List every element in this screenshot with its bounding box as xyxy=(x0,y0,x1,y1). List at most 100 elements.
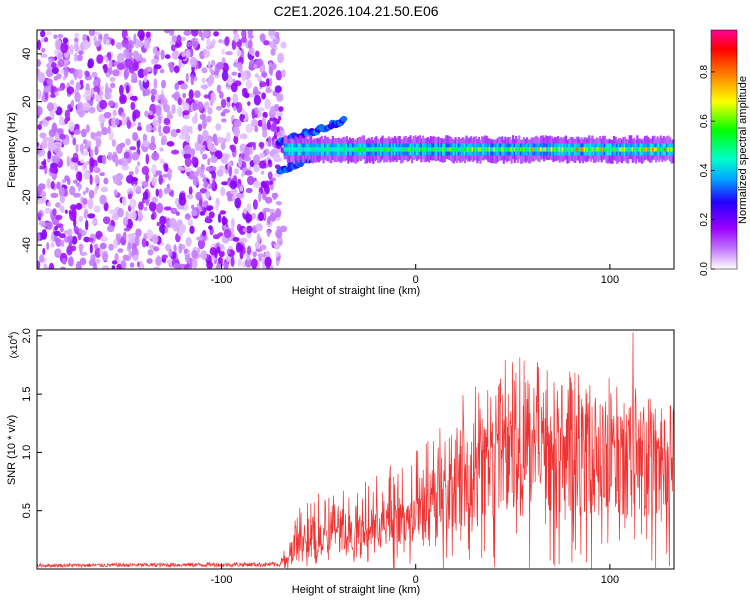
heatmap-cell xyxy=(78,50,84,56)
heatmap-cell xyxy=(440,147,443,152)
heatmap-cell xyxy=(125,58,133,70)
heatmap-cell xyxy=(470,147,473,152)
heatmap-cell xyxy=(246,203,252,213)
heatmap-cell xyxy=(665,147,668,152)
heatmap-cell xyxy=(434,147,437,152)
heatmap-cell xyxy=(491,147,494,152)
heatmap-cell xyxy=(119,94,127,104)
heatmap-cell xyxy=(95,31,100,37)
heatmap-cell xyxy=(375,147,378,152)
heatmap-cell xyxy=(119,84,124,96)
heatmap-cell xyxy=(241,36,247,43)
heatmap-cell xyxy=(82,191,86,195)
heatmap-cell xyxy=(637,147,641,152)
heatmap-cell xyxy=(90,131,95,140)
heatmap-cell xyxy=(352,147,355,152)
heatmap-cell xyxy=(161,225,165,236)
heatmap-cell xyxy=(518,147,521,152)
heatmap-cell xyxy=(186,41,193,47)
heatmap-cell xyxy=(583,147,586,152)
heatmap-cell xyxy=(261,92,266,100)
heatmap-cell xyxy=(40,53,48,58)
heatmap-cell xyxy=(198,199,203,207)
heatmap-cell xyxy=(602,147,605,152)
heatmap-cell xyxy=(125,85,130,94)
y-tick-label: 0.5 xyxy=(21,503,33,518)
heatmap-cell xyxy=(60,42,68,54)
heatmap-cell xyxy=(238,225,247,235)
heatmap-cell xyxy=(81,128,87,138)
heatmap-cell xyxy=(268,159,272,165)
heatmap-cell xyxy=(106,72,110,78)
heatmap-cell xyxy=(297,147,300,152)
heatmap-cell xyxy=(248,47,254,55)
heatmap-cell xyxy=(62,37,69,44)
heatmap-cell xyxy=(215,264,221,269)
heatmap-cell xyxy=(46,242,50,250)
heatmap-cell xyxy=(103,33,107,45)
heatmap-cell xyxy=(258,160,267,169)
heatmap-cell xyxy=(101,127,109,136)
heatmap-cell xyxy=(74,161,79,172)
heatmap-cell xyxy=(265,87,272,94)
heatmap-cell xyxy=(107,125,111,134)
heatmap-cell xyxy=(338,147,341,152)
heatmap-cell xyxy=(592,147,595,152)
heatmap-cell xyxy=(524,147,527,152)
heatmap-cell xyxy=(204,211,209,217)
y-tick-label: 20 xyxy=(21,96,33,108)
heatmap-cell xyxy=(158,123,162,135)
heatmap-cell xyxy=(66,86,75,95)
heatmap-cell xyxy=(151,164,157,175)
heatmap-cell xyxy=(114,118,120,126)
heatmap-cell xyxy=(37,199,42,205)
heatmap-cell xyxy=(521,147,524,152)
heatmap-cell xyxy=(230,256,235,268)
heatmap-cell xyxy=(57,151,63,158)
heatmap-cell xyxy=(175,211,180,217)
heatmap-cell xyxy=(159,147,164,152)
heatmap-cell xyxy=(245,123,254,133)
heatmap-cell xyxy=(47,139,54,151)
heatmap-cell xyxy=(88,106,96,114)
heatmap-cell xyxy=(218,39,223,44)
heatmap-cell xyxy=(163,206,172,211)
heatmap-cell xyxy=(163,117,171,125)
heatmap-cell xyxy=(66,155,70,167)
heatmap-cell xyxy=(83,208,89,220)
heatmap-cell xyxy=(240,237,248,243)
heatmap-cell xyxy=(132,183,136,194)
heatmap-cell xyxy=(397,147,400,152)
heatmap-cell xyxy=(161,79,166,89)
heatmap-cell xyxy=(276,225,281,231)
heatmap-cell xyxy=(265,196,273,204)
heatmap-cell xyxy=(38,183,46,191)
heatmap-cell xyxy=(613,147,616,152)
heatmap-cell xyxy=(563,147,566,152)
heatmap-cell xyxy=(95,258,101,264)
heatmap-cell xyxy=(272,153,281,162)
heatmap-cell xyxy=(50,242,55,248)
heatmap-cell xyxy=(406,147,409,152)
heatmap-cell xyxy=(532,147,535,152)
heatmap-cell xyxy=(203,94,210,99)
heatmap-cell xyxy=(49,165,58,174)
heatmap-cell xyxy=(37,159,41,169)
heatmap-cell xyxy=(242,246,246,255)
heatmap-cell xyxy=(494,147,498,152)
heatmap-cell xyxy=(361,147,364,152)
y-tick-label: 1.5 xyxy=(21,386,33,401)
heatmap-cell xyxy=(94,145,99,156)
heatmap-cell xyxy=(198,30,203,37)
heatmap-cell xyxy=(258,211,264,222)
heatmap-cell xyxy=(192,175,199,187)
heatmap-cell xyxy=(69,185,76,196)
heatmap-cell xyxy=(105,56,109,64)
heatmap-cell xyxy=(267,171,273,180)
heatmap-cell xyxy=(599,147,602,152)
heatmap-cell xyxy=(462,147,465,152)
heatmap-cell xyxy=(59,114,63,123)
heatmap-cell xyxy=(233,134,239,145)
heatmap-cell xyxy=(407,147,411,152)
heatmap-cell xyxy=(251,258,258,269)
